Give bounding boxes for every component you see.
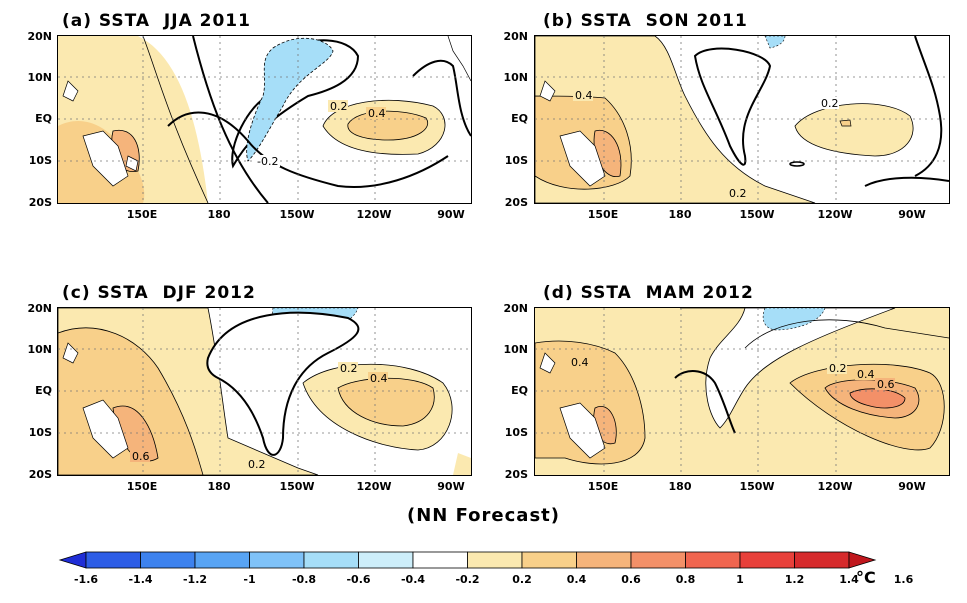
lat-label: EQ xyxy=(511,384,528,397)
colorbar-tick-label: -1.2 xyxy=(182,573,208,586)
colorbar-tick-label: -0.2 xyxy=(455,573,480,586)
colorbar-swatch xyxy=(249,551,305,569)
lat-label: 10S xyxy=(504,154,528,167)
lon-label: 90W xyxy=(437,208,465,221)
contour-label: 0.4 xyxy=(575,89,593,102)
lon-label: 150E xyxy=(587,480,619,493)
colorbar-tick-label: -0.4 xyxy=(400,573,426,586)
lon-label: 180 xyxy=(207,208,231,221)
contour-label: 0.6 xyxy=(877,378,895,391)
contour-label: 0.2 xyxy=(330,100,348,113)
lat-label: 10N xyxy=(27,343,52,356)
contour-label: 0.6 xyxy=(132,450,150,463)
lat-label: 20S xyxy=(504,196,528,209)
lon-label: 90W xyxy=(898,208,926,221)
colorbar xyxy=(55,550,885,578)
lat-label: 10S xyxy=(28,154,52,167)
contour-label: 0.4 xyxy=(370,372,388,385)
colorbar-tick-label: 1 xyxy=(736,573,744,586)
contour-label: 0.2 xyxy=(829,362,847,375)
lon-label: 150W xyxy=(739,480,775,493)
colorbar-tick-label: -0.8 xyxy=(291,573,317,586)
colorbar-unit: °C xyxy=(856,568,876,587)
colorbar-tick-label: -1.4 xyxy=(128,573,153,586)
colorbar-tick-label: -0.6 xyxy=(346,573,371,586)
lat-label: 10S xyxy=(504,426,528,439)
colorbar-swatch xyxy=(685,551,741,569)
lon-label: 120W xyxy=(356,208,392,221)
lat-label: 20S xyxy=(28,468,52,481)
figure-caption: (NN Forecast) xyxy=(406,505,560,526)
panel-title: (c) SSTA DJF 2012 xyxy=(62,283,256,303)
colorbar-tick-label: 1.2 xyxy=(784,573,805,586)
contour-label: 0.2 xyxy=(821,97,839,110)
lat-label: 10S xyxy=(28,426,52,439)
colorbar-tick-label: 0.2 xyxy=(512,573,532,586)
lon-label: 150W xyxy=(279,208,315,221)
colorbar-swatch xyxy=(467,551,523,569)
panel-title: (a) SSTA JJA 2011 xyxy=(62,11,251,31)
contour-label: 0.2 xyxy=(729,187,747,200)
colorbar-tick-label: 0.8 xyxy=(675,573,696,586)
lon-label: 90W xyxy=(437,480,465,493)
map-area: 0.4 0.2 0.2 xyxy=(534,35,950,204)
colorbar-swatch xyxy=(739,551,795,569)
colorbar-swatch xyxy=(358,551,414,569)
lat-label: 20N xyxy=(503,30,528,43)
contour-label: 0.2 xyxy=(248,458,266,471)
lat-label: 20S xyxy=(504,468,528,481)
colorbar-swatch xyxy=(794,551,850,569)
lon-label: 120W xyxy=(356,480,392,493)
contour-label: -0.2 xyxy=(257,155,278,168)
lat-label: 20N xyxy=(27,302,52,315)
colorbar-tick-label: -1.6 xyxy=(73,573,99,586)
lat-label: 10N xyxy=(27,71,52,84)
lon-label: 150E xyxy=(587,208,619,221)
map-area: 0.2 0.4 -0.2 xyxy=(57,35,472,204)
colorbar-tick-label: 1.4 xyxy=(839,573,859,586)
colorbar-swatch xyxy=(630,551,686,569)
lat-label: 10N xyxy=(503,343,528,356)
colorbar-swatch xyxy=(140,551,196,569)
lon-label: 180 xyxy=(668,480,692,493)
lon-label: 180 xyxy=(207,480,231,493)
map-area: 0.4 0.2 0.4 0.6 xyxy=(534,307,950,476)
lon-label: 120W xyxy=(817,208,853,221)
colorbar-tick-label: 1.6 xyxy=(893,573,914,586)
lon-label: 150W xyxy=(279,480,315,493)
lon-label: 180 xyxy=(668,208,692,221)
colorbar-swatch xyxy=(412,551,468,569)
colorbar-tick-label: 0.4 xyxy=(566,573,587,586)
contour-label: 0.4 xyxy=(368,107,386,120)
lon-label: 150E xyxy=(126,208,158,221)
contour-label: 0.4 xyxy=(571,356,589,369)
lat-label: 10N xyxy=(503,71,528,84)
colorbar-tick-label: 0.6 xyxy=(621,573,641,586)
colorbar-tick-label: -1 xyxy=(243,573,256,586)
lon-label: 150W xyxy=(739,208,775,221)
map-area: 0.2 0.4 0.6 0.2 xyxy=(57,307,472,476)
contour-label: 0.4 xyxy=(857,368,875,381)
colorbar-swatch xyxy=(521,551,577,569)
lon-label: 90W xyxy=(898,480,926,493)
lat-label: 20N xyxy=(503,302,528,315)
lat-label: EQ xyxy=(35,384,52,397)
colorbar-swatch xyxy=(194,551,250,569)
lon-label: 150E xyxy=(126,480,158,493)
lat-label: 20S xyxy=(28,196,52,209)
contour-label: 0.2 xyxy=(340,362,358,375)
lon-label: 120W xyxy=(817,480,853,493)
colorbar-swatch xyxy=(848,551,877,569)
lat-label: EQ xyxy=(35,112,52,125)
panel-title: (d) SSTA MAM 2012 xyxy=(543,283,754,303)
colorbar-swatch xyxy=(303,551,359,569)
colorbar-swatch xyxy=(85,551,141,569)
lat-label: EQ xyxy=(511,112,528,125)
colorbar-swatch xyxy=(58,551,87,569)
colorbar-swatch xyxy=(576,551,632,569)
lat-label: 20N xyxy=(27,30,52,43)
colorbar-swatches xyxy=(58,551,877,569)
panel-title: (b) SSTA SON 2011 xyxy=(543,11,748,31)
